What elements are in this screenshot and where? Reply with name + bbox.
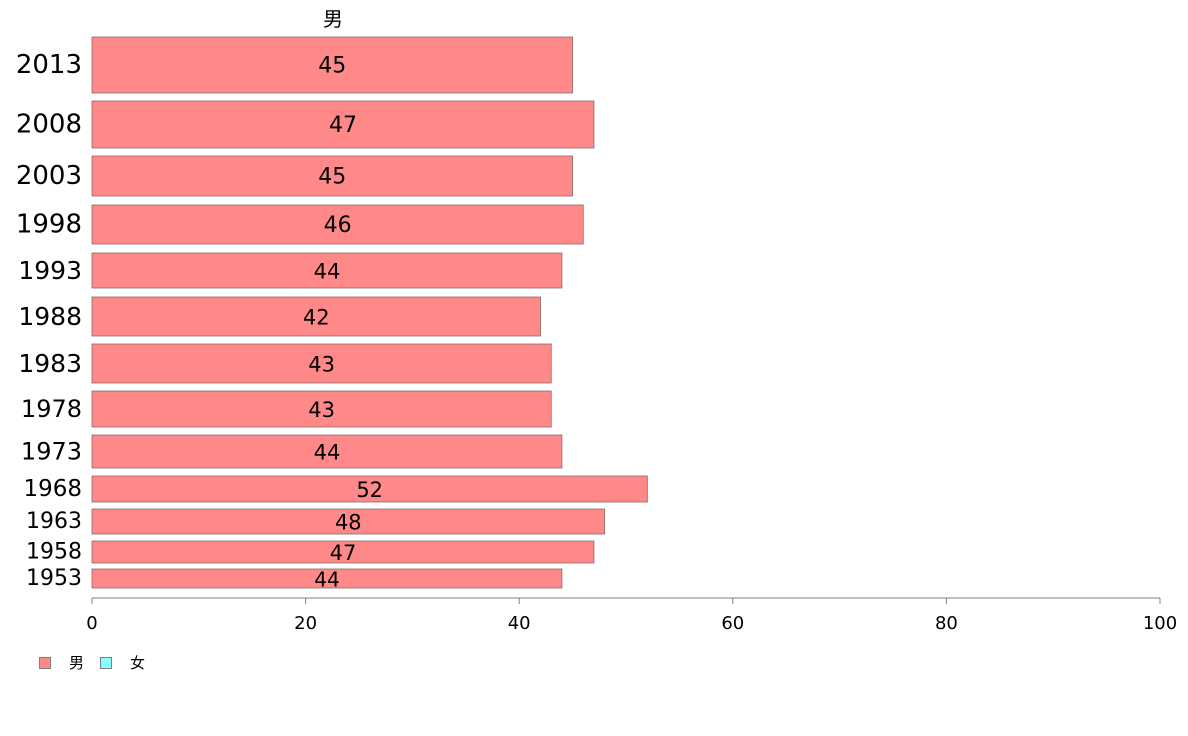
category-label: 1978 bbox=[21, 395, 82, 423]
category-label: 1963 bbox=[26, 509, 82, 534]
x-axis: 0 20 40 60 80 100 bbox=[86, 597, 1177, 634]
data-label: 52 bbox=[356, 478, 383, 502]
bar bbox=[91, 540, 595, 564]
bar bbox=[91, 508, 606, 535]
bar bbox=[91, 100, 595, 149]
category-label: 1998 bbox=[16, 210, 82, 240]
bar bbox=[91, 204, 584, 245]
bar bbox=[91, 475, 648, 503]
data-label: 44 bbox=[314, 441, 341, 465]
legend-label-female: 女 bbox=[130, 654, 146, 672]
x-tick-label: 40 bbox=[508, 613, 531, 634]
legend-item-female: 女 bbox=[100, 652, 145, 673]
legend: 男 女 bbox=[39, 652, 161, 673]
x-tick-label: 60 bbox=[721, 613, 744, 634]
data-label: 43 bbox=[308, 353, 335, 377]
category-label: 1988 bbox=[18, 302, 82, 331]
data-label: 48 bbox=[335, 511, 362, 535]
bar bbox=[91, 568, 563, 589]
data-label: 45 bbox=[318, 165, 346, 190]
x-tick-label: 0 bbox=[86, 613, 97, 634]
x-tick-label: 100 bbox=[1143, 613, 1177, 634]
category-label: 1958 bbox=[26, 540, 82, 565]
x-tick-label: 20 bbox=[294, 613, 317, 634]
bar bbox=[91, 390, 552, 428]
bar bbox=[91, 252, 563, 289]
data-label: 42 bbox=[303, 306, 330, 330]
category-label: 2003 bbox=[16, 161, 82, 191]
bar bbox=[91, 434, 563, 469]
bar bbox=[91, 155, 574, 197]
category-label: 1993 bbox=[18, 256, 82, 285]
data-label: 47 bbox=[329, 113, 357, 138]
category-label: 1953 bbox=[26, 566, 82, 591]
category-label: 2008 bbox=[16, 110, 82, 140]
category-label: 1973 bbox=[21, 438, 82, 466]
category-label: 2013 bbox=[16, 50, 82, 80]
data-label: 47 bbox=[330, 541, 357, 565]
bar bbox=[91, 36, 574, 94]
chart-title: 男 bbox=[323, 7, 343, 31]
legend-swatch-female bbox=[100, 656, 113, 669]
data-label: 45 bbox=[318, 54, 346, 79]
data-label: 44 bbox=[314, 260, 341, 284]
data-label: 46 bbox=[324, 213, 352, 238]
bar bbox=[91, 296, 541, 337]
legend-item-male: 男 bbox=[39, 652, 84, 673]
data-label: 44 bbox=[314, 568, 339, 592]
category-label: 1983 bbox=[18, 349, 82, 378]
x-tick-label: 80 bbox=[935, 613, 958, 634]
bar bbox=[91, 343, 552, 384]
legend-label-male: 男 bbox=[69, 654, 85, 672]
category-label: 1968 bbox=[23, 476, 82, 502]
data-label: 43 bbox=[308, 398, 335, 422]
legend-swatch-male bbox=[39, 656, 51, 669]
